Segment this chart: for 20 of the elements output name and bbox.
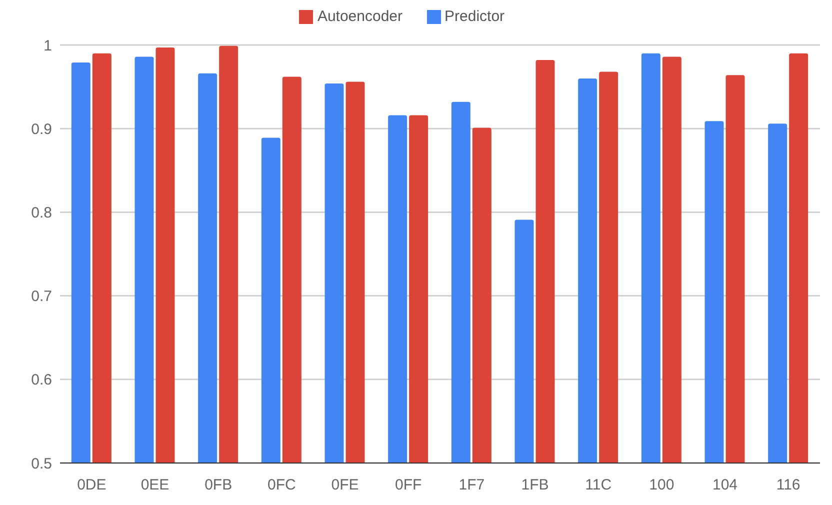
y-tick-label: 0.6 bbox=[31, 372, 52, 389]
x-tick-label: 1FB bbox=[521, 476, 549, 494]
x-tick-label: 100 bbox=[649, 476, 674, 494]
y-tick-label: 0.7 bbox=[31, 288, 52, 306]
x-tick-label: 0FC bbox=[267, 476, 296, 494]
x-tick-label: 11C bbox=[585, 476, 612, 494]
x-tick-label: 0FB bbox=[204, 476, 232, 494]
legend-label: Autoencoder bbox=[317, 8, 403, 25]
y-tick-label: 0.8 bbox=[31, 204, 52, 222]
x-tick-label: 116 bbox=[776, 476, 800, 494]
y-tick-label: 1 bbox=[44, 37, 52, 54]
x-tick-label: 0FF bbox=[394, 476, 422, 494]
x-tick-label: 1F7 bbox=[458, 476, 485, 494]
x-tick-label: 0EE bbox=[140, 476, 170, 494]
y-tick-label: 0.9 bbox=[31, 120, 52, 138]
legend-label: Predictor bbox=[444, 8, 505, 25]
x-tick-label: 0DE bbox=[77, 476, 106, 494]
x-tick-label: 104 bbox=[712, 476, 738, 494]
x-tick-label: 0FE bbox=[331, 476, 359, 494]
y-tick-label: 0.5 bbox=[31, 455, 52, 472]
